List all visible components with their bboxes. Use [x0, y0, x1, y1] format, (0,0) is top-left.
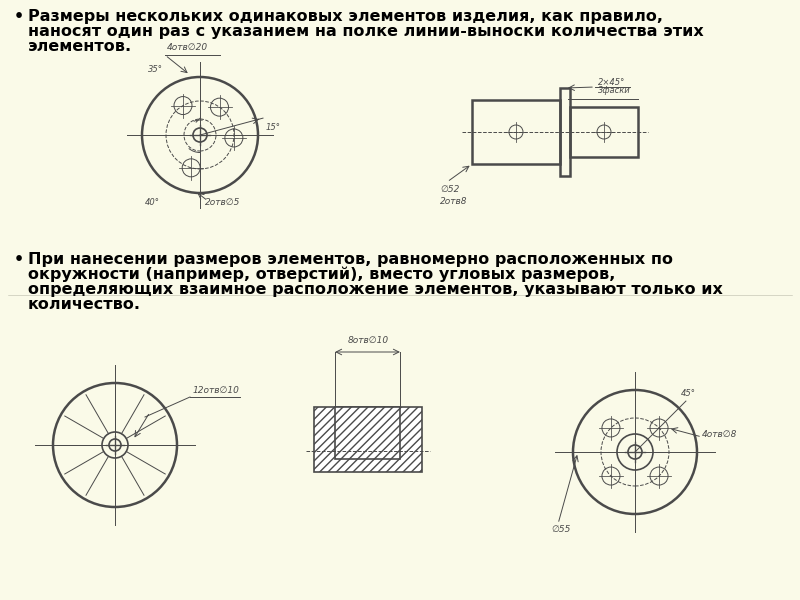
Text: окружности (например, отверстий), вместо угловых размеров,: окружности (например, отверстий), вместо… — [28, 267, 615, 283]
Text: 2отв8: 2отв8 — [440, 197, 467, 206]
Text: ∅52: ∅52 — [440, 185, 459, 194]
Text: •: • — [14, 9, 24, 24]
Text: определяющих взаимное расположение элементов, указывают только их: определяющих взаимное расположение элеме… — [28, 282, 723, 297]
Text: 2отв∅5: 2отв∅5 — [205, 198, 240, 207]
Text: ∅55: ∅55 — [551, 525, 570, 534]
Text: 35°: 35° — [148, 65, 163, 74]
Text: 4отв∅20: 4отв∅20 — [167, 43, 208, 52]
Bar — [472, 100, 560, 164]
Text: 8отв∅10: 8отв∅10 — [347, 336, 389, 345]
Text: 4отв∅8: 4отв∅8 — [702, 430, 738, 439]
Text: 40°: 40° — [145, 198, 160, 207]
Text: наносят один раз с указанием на полке линии-выноски количества этих: наносят один раз с указанием на полке ли… — [28, 24, 704, 39]
Text: 3фаски: 3фаски — [598, 86, 630, 95]
Bar — [314, 407, 422, 472]
Bar — [570, 107, 638, 157]
Text: При нанесении размеров элементов, равномерно расположенных по: При нанесении размеров элементов, равном… — [28, 252, 673, 267]
Bar — [335, 407, 400, 459]
Text: •: • — [14, 252, 24, 267]
Text: Размеры нескольких одинаковых элементов изделия, как правило,: Размеры нескольких одинаковых элементов … — [28, 9, 663, 24]
Text: элементов.: элементов. — [28, 39, 132, 54]
Text: 12отв∅10: 12отв∅10 — [193, 386, 240, 395]
Text: 2×45°: 2×45° — [598, 78, 626, 87]
Text: 15°: 15° — [266, 123, 281, 132]
Text: количество.: количество. — [28, 297, 141, 312]
Text: 45°: 45° — [681, 389, 696, 398]
Bar — [560, 88, 570, 176]
